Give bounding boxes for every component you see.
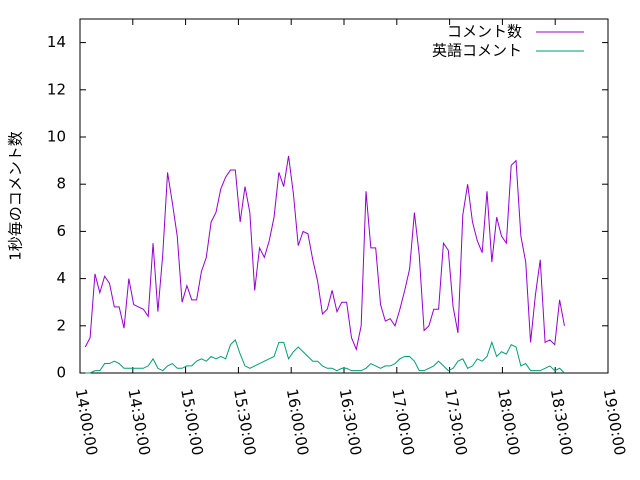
x-tick-label: 18:00:00: [494, 387, 523, 456]
y-tick-label: 0: [56, 364, 66, 382]
series-line: [85, 339, 565, 374]
y-tick-label: 12: [47, 80, 66, 98]
y-tick-label: 4: [56, 269, 66, 287]
x-tick-label: 16:30:00: [336, 387, 365, 456]
x-tick-label: 19:00:00: [600, 387, 629, 456]
plot-frame: [79, 18, 609, 374]
y-tick-label: 14: [47, 33, 66, 51]
legend-label: コメント数: [447, 23, 522, 41]
y-tick-label: 8: [56, 175, 66, 193]
x-tick-label: 17:30:00: [441, 387, 470, 456]
x-tick-label: 17:00:00: [388, 387, 417, 456]
y-tick-label: 6: [56, 222, 66, 240]
x-tick-label: 14:00:00: [72, 387, 101, 456]
x-tick-label: 16:00:00: [283, 387, 312, 456]
y-tick-label: 2: [56, 316, 66, 334]
y-axis-label: 1秒毎のコメント数: [7, 131, 25, 261]
legend-label: 英語コメント: [432, 42, 522, 60]
y-tick-label: 10: [47, 128, 66, 146]
x-tick-label: 15:00:00: [177, 387, 206, 456]
x-tick-label: 15:30:00: [230, 387, 259, 456]
x-tick-label: 14:30:00: [124, 387, 153, 456]
series-line: [84, 155, 565, 352]
x-tick-label: 18:30:00: [547, 387, 576, 456]
